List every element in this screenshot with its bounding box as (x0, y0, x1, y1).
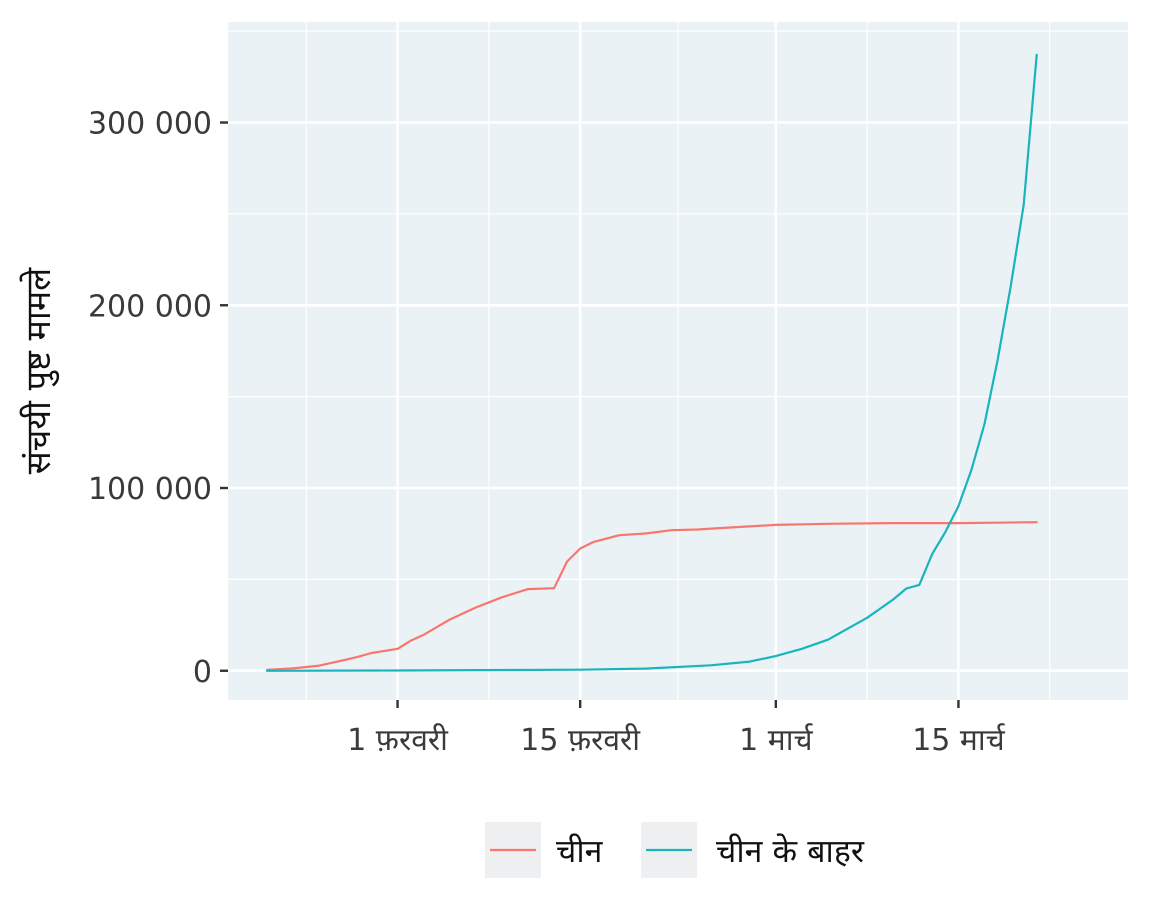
y-axis-title: संचयी पुष्ट मामले (19, 267, 60, 474)
legend: चीन चीन के बाहर (485, 822, 865, 878)
x-tick-label: 1 फ़रवरी (347, 723, 449, 758)
y-tick-label: 200 000 (88, 289, 212, 324)
legend-label: चीन के बाहर (716, 832, 865, 870)
series-lines (266, 53, 1038, 672)
y-tick-label: 100 000 (88, 472, 212, 507)
legend-label: चीन (556, 832, 604, 870)
y-axis: 0 100 000 200 000 300 000 (88, 107, 228, 690)
minor-gridlines (228, 22, 1128, 700)
x-tick-label: 15 मार्च (912, 723, 1005, 758)
series-line-1 (266, 521, 1038, 671)
x-axis: 1 फ़रवरी 15 फ़रवरी 1 मार्च 15 मार्च (347, 700, 1006, 758)
major-gridlines (228, 22, 1128, 700)
y-tick-label: 300 000 (88, 107, 212, 142)
y-tick-label: 0 (193, 655, 212, 690)
x-tick-label: 15 फ़रवरी (520, 723, 641, 758)
series-line-2 (266, 53, 1038, 672)
x-tick-label: 1 मार्च (739, 723, 813, 758)
